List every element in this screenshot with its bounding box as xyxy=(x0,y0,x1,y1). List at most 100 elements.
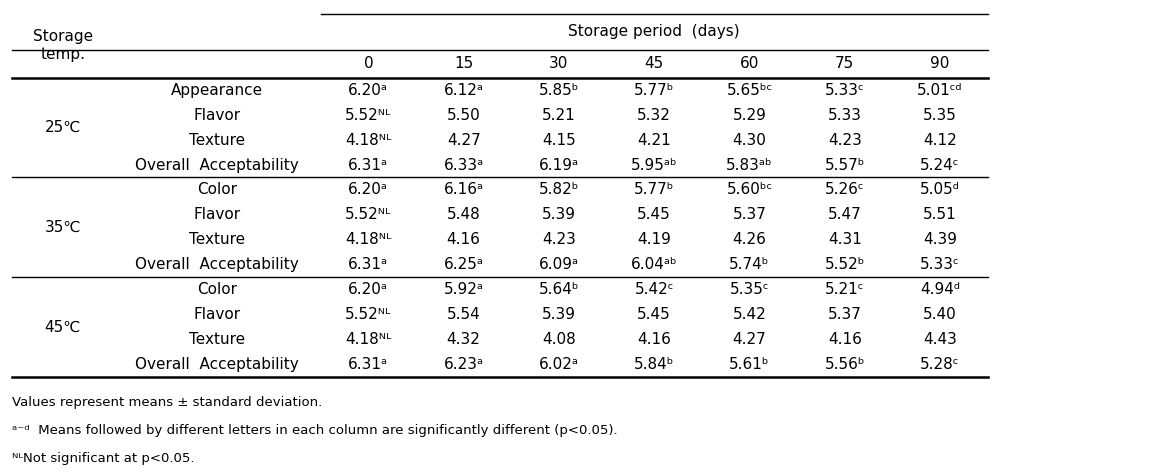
Text: 4.43: 4.43 xyxy=(923,332,957,347)
Text: 5.39: 5.39 xyxy=(541,307,576,322)
Text: Flavor: Flavor xyxy=(194,307,241,322)
Text: 6.33ᵃ: 6.33ᵃ xyxy=(444,158,483,172)
Text: 6.19ᵃ: 6.19ᵃ xyxy=(539,158,579,172)
Text: 5.51: 5.51 xyxy=(923,207,957,222)
Text: 5.33ᶜ: 5.33ᶜ xyxy=(920,257,960,272)
Text: Storage period  (days): Storage period (days) xyxy=(568,24,740,39)
Text: Appearance: Appearance xyxy=(171,83,264,98)
Text: 4.21: 4.21 xyxy=(637,133,672,148)
Text: 5.28ᶜ: 5.28ᶜ xyxy=(920,357,960,372)
Text: 5.45: 5.45 xyxy=(637,207,672,222)
Text: 4.08: 4.08 xyxy=(541,332,576,347)
Text: 4.32: 4.32 xyxy=(446,332,481,347)
Text: 5.65ᵇᶜ: 5.65ᵇᶜ xyxy=(726,83,773,98)
Text: 45℃: 45℃ xyxy=(44,320,81,335)
Text: 4.15: 4.15 xyxy=(541,133,576,148)
Text: 5.47: 5.47 xyxy=(827,207,862,222)
Text: 30: 30 xyxy=(550,56,568,71)
Text: 5.56ᵇ: 5.56ᵇ xyxy=(825,357,865,372)
Text: 6.20ᵃ: 6.20ᵃ xyxy=(349,282,388,297)
Text: 5.29: 5.29 xyxy=(732,108,767,123)
Text: Color: Color xyxy=(198,282,237,297)
Text: 5.32: 5.32 xyxy=(637,108,672,123)
Text: 6.20ᵃ: 6.20ᵃ xyxy=(349,83,388,98)
Text: 4.12: 4.12 xyxy=(923,133,957,148)
Text: 5.37: 5.37 xyxy=(732,207,767,222)
Text: 25℃: 25℃ xyxy=(44,120,81,135)
Text: 90: 90 xyxy=(931,56,949,71)
Text: Texture: Texture xyxy=(189,232,245,247)
Text: 15: 15 xyxy=(454,56,473,71)
Text: 5.74ᵇ: 5.74ᵇ xyxy=(730,257,769,272)
Text: 5.21ᶜ: 5.21ᶜ xyxy=(825,282,865,297)
Text: 6.16ᵃ: 6.16ᵃ xyxy=(444,183,483,197)
Text: 5.95ᵃᵇ: 5.95ᵃᵇ xyxy=(631,158,677,172)
Text: 45: 45 xyxy=(645,56,664,71)
Text: 4.23: 4.23 xyxy=(541,232,576,247)
Text: 5.84ᵇ: 5.84ᵇ xyxy=(634,357,674,372)
Text: 5.83ᵃᵇ: 5.83ᵃᵇ xyxy=(726,158,773,172)
Text: Flavor: Flavor xyxy=(194,207,241,222)
Text: 4.18ᴺᴸ: 4.18ᴺᴸ xyxy=(345,232,392,247)
Text: 4.27: 4.27 xyxy=(732,332,767,347)
Text: 5.33: 5.33 xyxy=(827,108,862,123)
Text: 5.64ᵇ: 5.64ᵇ xyxy=(539,282,579,297)
Text: 4.19: 4.19 xyxy=(637,232,672,247)
Text: 4.31: 4.31 xyxy=(827,232,862,247)
Text: Overall  Acceptability: Overall Acceptability xyxy=(136,257,299,272)
Text: 5.40: 5.40 xyxy=(923,307,957,322)
Text: 5.35: 5.35 xyxy=(923,108,957,123)
Text: ᵃ⁻ᵈ  Means followed by different letters in each column are significantly differ: ᵃ⁻ᵈ Means followed by different letters … xyxy=(12,424,617,437)
Text: 6.04ᵃᵇ: 6.04ᵃᵇ xyxy=(631,257,677,272)
Text: 5.01ᶜᵈ: 5.01ᶜᵈ xyxy=(917,83,963,98)
Text: 5.92ᵃ: 5.92ᵃ xyxy=(444,282,483,297)
Text: ᴺᴸNot significant at p<0.05.: ᴺᴸNot significant at p<0.05. xyxy=(12,452,194,465)
Text: 6.31ᵃ: 6.31ᵃ xyxy=(349,158,388,172)
Text: Overall  Acceptability: Overall Acceptability xyxy=(136,158,299,172)
Text: 4.39: 4.39 xyxy=(923,232,957,247)
Text: 4.23: 4.23 xyxy=(827,133,862,148)
Text: Texture: Texture xyxy=(189,332,245,347)
Text: 5.60ᵇᶜ: 5.60ᵇᶜ xyxy=(726,183,773,197)
Text: 5.05ᵈ: 5.05ᵈ xyxy=(920,183,960,197)
Text: 5.45: 5.45 xyxy=(637,307,672,322)
Text: 5.48: 5.48 xyxy=(446,207,481,222)
Text: 6.23ᵃ: 6.23ᵃ xyxy=(444,357,483,372)
Text: 4.16: 4.16 xyxy=(446,232,481,247)
Text: Color: Color xyxy=(198,183,237,197)
Text: 5.33ᶜ: 5.33ᶜ xyxy=(825,83,865,98)
Text: 5.39: 5.39 xyxy=(541,207,576,222)
Text: 6.09ᵃ: 6.09ᵃ xyxy=(539,257,579,272)
Text: 4.16: 4.16 xyxy=(637,332,672,347)
Text: 4.18ᴺᴸ: 4.18ᴺᴸ xyxy=(345,133,392,148)
Text: Values represent means ± standard deviation.: Values represent means ± standard deviat… xyxy=(12,396,322,409)
Text: 5.57ᵇ: 5.57ᵇ xyxy=(825,158,865,172)
Text: 6.20ᵃ: 6.20ᵃ xyxy=(349,183,388,197)
Text: 6.12ᵃ: 6.12ᵃ xyxy=(444,83,483,98)
Text: 5.82ᵇ: 5.82ᵇ xyxy=(539,183,579,197)
Text: 6.31ᵃ: 6.31ᵃ xyxy=(349,357,388,372)
Text: Overall  Acceptability: Overall Acceptability xyxy=(136,357,299,372)
Text: 5.77ᵇ: 5.77ᵇ xyxy=(634,83,674,98)
Text: 5.37: 5.37 xyxy=(827,307,862,322)
Text: 5.77ᵇ: 5.77ᵇ xyxy=(634,183,674,197)
Text: 5.42: 5.42 xyxy=(732,307,767,322)
Text: Flavor: Flavor xyxy=(194,108,241,123)
Text: 5.52ᴺᴸ: 5.52ᴺᴸ xyxy=(345,207,392,222)
Text: 5.26ᶜ: 5.26ᶜ xyxy=(825,183,865,197)
Text: 5.54: 5.54 xyxy=(446,307,481,322)
Text: 4.18ᴺᴸ: 4.18ᴺᴸ xyxy=(345,332,392,347)
Text: 5.52ᴺᴸ: 5.52ᴺᴸ xyxy=(345,307,392,322)
Text: 4.30: 4.30 xyxy=(732,133,767,148)
Text: 5.21: 5.21 xyxy=(541,108,576,123)
Text: Texture: Texture xyxy=(189,133,245,148)
Text: 4.16: 4.16 xyxy=(827,332,862,347)
Text: Storage
temp.: Storage temp. xyxy=(33,29,93,62)
Text: 6.02ᵃ: 6.02ᵃ xyxy=(539,357,579,372)
Text: 5.35ᶜ: 5.35ᶜ xyxy=(730,282,769,297)
Text: 5.52ᵇ: 5.52ᵇ xyxy=(825,257,865,272)
Text: 4.27: 4.27 xyxy=(446,133,481,148)
Text: 5.50: 5.50 xyxy=(446,108,481,123)
Text: 5.52ᴺᴸ: 5.52ᴺᴸ xyxy=(345,108,392,123)
Text: 5.24ᶜ: 5.24ᶜ xyxy=(920,158,960,172)
